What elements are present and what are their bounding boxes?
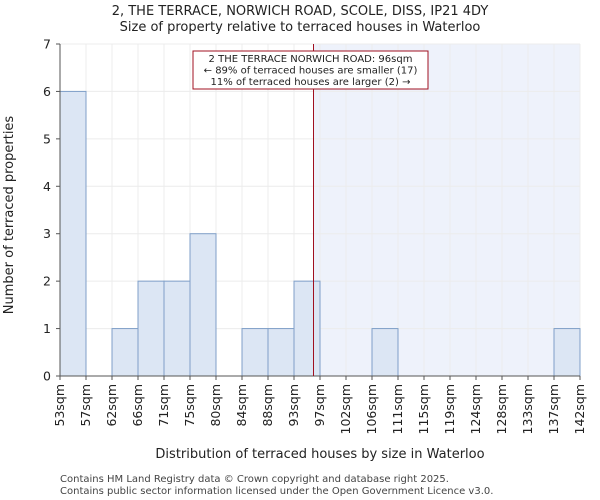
larger-region-shade <box>313 44 580 376</box>
bar-71sqm <box>163 280 191 377</box>
y-tick-label: 6 <box>43 84 51 99</box>
bar-75sqm <box>189 233 217 377</box>
x-tick-label: 97sqm <box>312 384 327 427</box>
bar-62sqm <box>111 328 139 377</box>
y-tick-label: 0 <box>43 369 51 384</box>
x-tick-label: 124sqm <box>468 384 483 434</box>
bar-53sqm <box>59 90 87 377</box>
y-tick-label: 1 <box>43 321 51 336</box>
y-tick-label: 7 <box>43 37 51 52</box>
bar-88sqm <box>267 328 295 377</box>
y-tick-label: 2 <box>43 274 51 289</box>
footer-line-2: Contains public sector information licen… <box>60 486 493 497</box>
x-tick-label: 133sqm <box>520 384 535 434</box>
x-tick-label: 88sqm <box>260 384 275 427</box>
annotation-line: ← 89% of terraced houses are smaller (17… <box>204 66 418 77</box>
x-tick-label: 80sqm <box>208 384 223 427</box>
x-tick-label: 115sqm <box>416 384 431 434</box>
x-tick-label: 53sqm <box>52 384 67 427</box>
bar-84sqm <box>241 328 269 377</box>
chart-subtitle: Size of property relative to terraced ho… <box>120 20 481 35</box>
x-tick-label: 71sqm <box>156 384 171 427</box>
x-tick-label: 62sqm <box>104 384 119 427</box>
x-tick-label: 102sqm <box>338 384 353 434</box>
bar-66sqm <box>137 280 165 377</box>
x-tick-label: 137sqm <box>546 384 561 434</box>
x-tick-label: 119sqm <box>442 384 457 434</box>
annotation-box <box>192 50 429 90</box>
y-tick-label: 3 <box>43 226 51 241</box>
x-tick-label: 128sqm <box>494 384 509 434</box>
bar-93sqm <box>293 280 321 377</box>
x-tick-label: 57sqm <box>78 384 93 427</box>
x-tick-label: 111sqm <box>390 384 405 434</box>
footer-line-1: Contains HM Land Registry data © Crown c… <box>60 474 449 485</box>
plot-area: 0 1 2 3 4 5 6 7 53sqm 57sqm 62sqm 66sqm 71sqm 75sqm 80… <box>43 37 587 435</box>
annotation-line: 11% of terraced houses are larger (2) → <box>211 77 411 88</box>
bar-137sqm <box>553 328 581 377</box>
x-tick-label: 142sqm <box>572 384 587 434</box>
x-tick-label: 84sqm <box>234 384 249 427</box>
y-tick-label: 5 <box>43 131 51 146</box>
x-tick-label: 75sqm <box>182 384 197 427</box>
bar-106sqm <box>371 328 399 377</box>
y-tick-label: 4 <box>43 179 51 194</box>
x-tick-label: 93sqm <box>286 384 301 427</box>
y-axis-label: Number of terraced properties <box>2 116 17 315</box>
annotation-line: 2 THE TERRACE NORWICH ROAD: 96sqm <box>209 54 413 65</box>
chart-title: 2, THE TERRACE, NORWICH ROAD, SCOLE, DIS… <box>112 4 489 19</box>
x-tick-label: 66sqm <box>130 384 145 427</box>
x-tick-label: 106sqm <box>364 384 379 434</box>
x-axis-label: Distribution of terraced houses by size … <box>155 447 484 462</box>
